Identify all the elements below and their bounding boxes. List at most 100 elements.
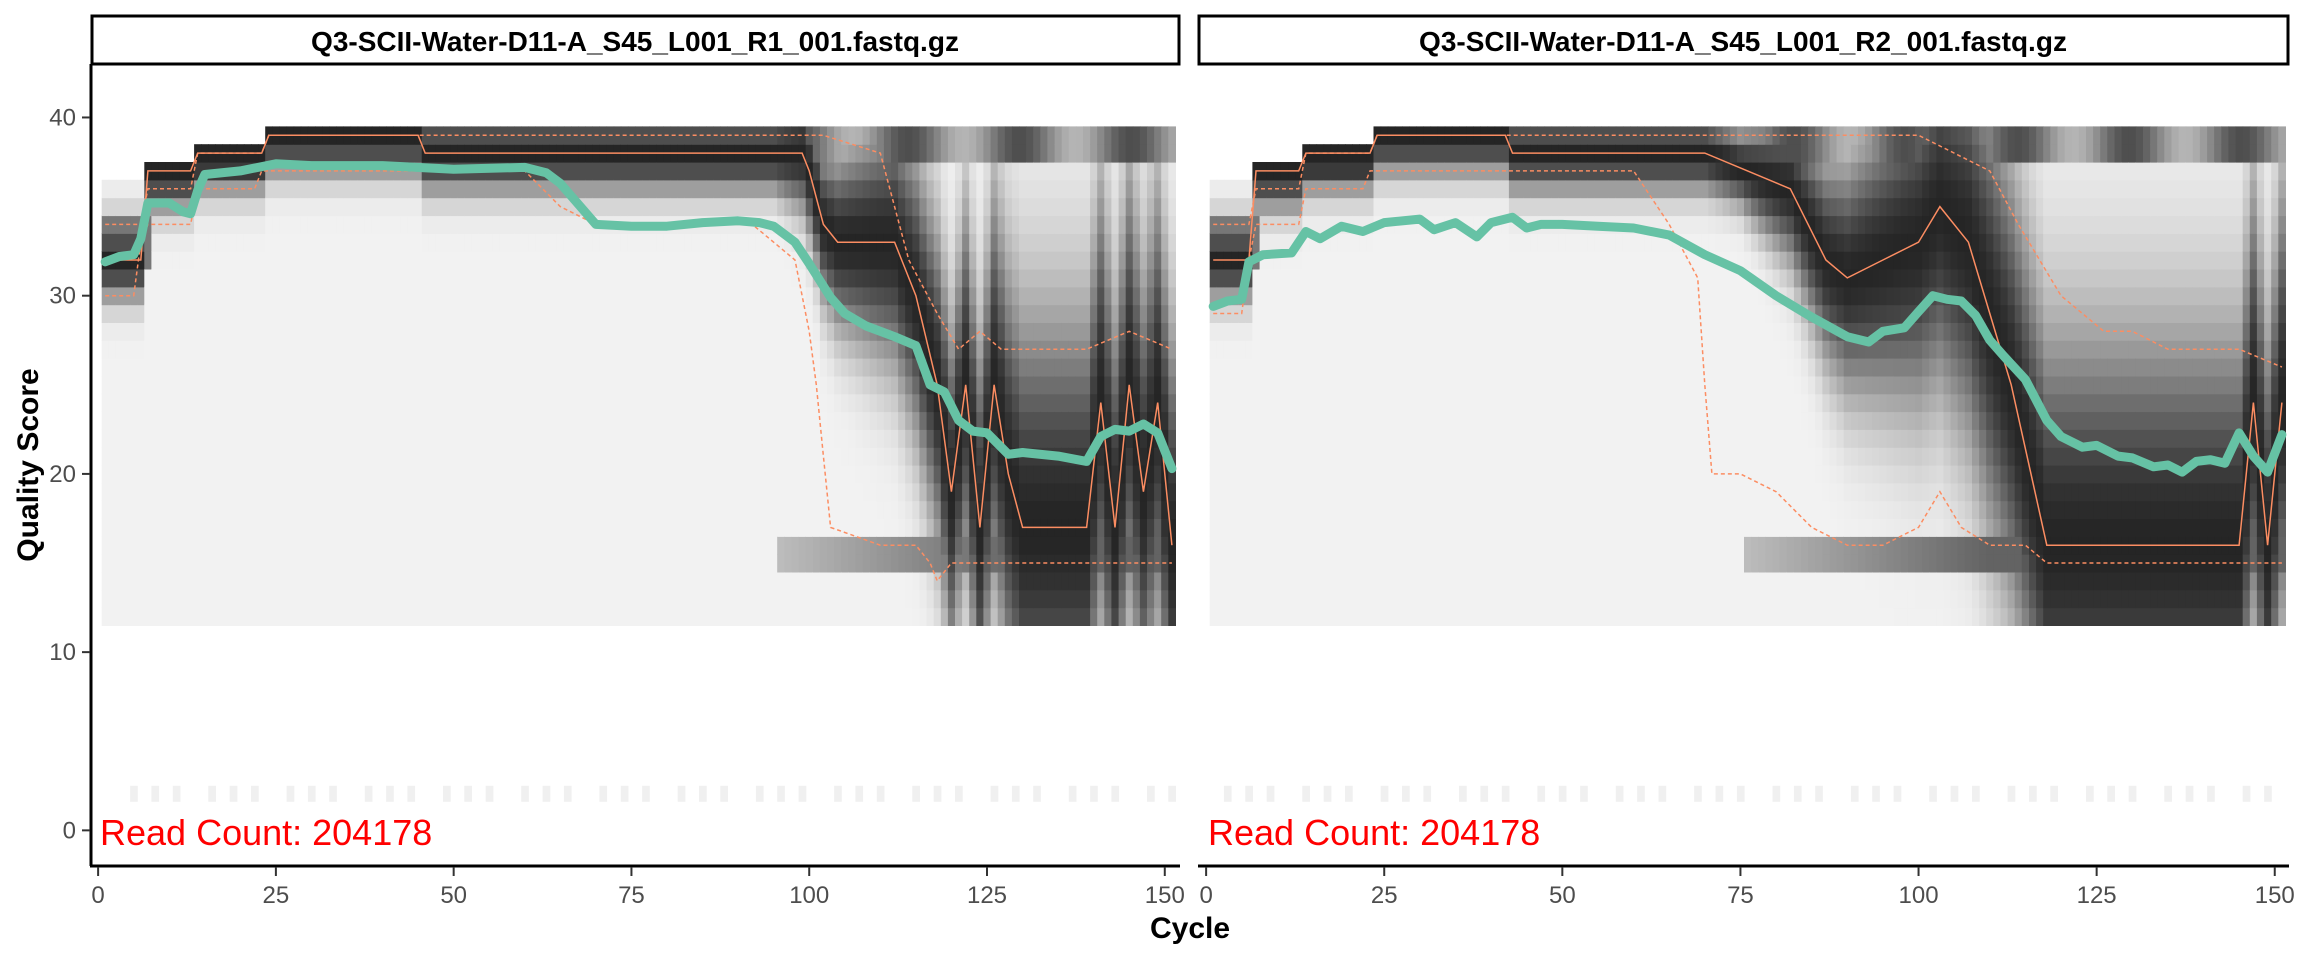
- heatmap-cell: [969, 126, 977, 144]
- heatmap-cell: [592, 340, 600, 358]
- heatmap-cell: [962, 162, 970, 180]
- heatmap-cell: [422, 608, 430, 626]
- heatmap-cell: [592, 465, 600, 483]
- heatmap-cell: [1161, 340, 1169, 358]
- heatmap-cell: [422, 412, 430, 430]
- heatmap-cell: [941, 144, 949, 162]
- heatmap-cell: [102, 305, 110, 323]
- heatmap-cell: [962, 180, 970, 198]
- heatmap-cell: [208, 269, 216, 287]
- heatmap-cell: [1126, 536, 1134, 554]
- heatmap-cell: [386, 358, 394, 376]
- heatmap-cell: [343, 519, 351, 537]
- heatmap-cell: [991, 447, 999, 465]
- heatmap-cell: [351, 376, 359, 394]
- heatmap-cell: [1324, 162, 1332, 180]
- heatmap-cell: [351, 483, 359, 501]
- heatmap-cell: [1168, 376, 1176, 394]
- heatmap-cell: [671, 412, 679, 430]
- heatmap-cell: [912, 501, 920, 519]
- heatmap-cell: [621, 786, 629, 802]
- heatmap-cell: [407, 269, 415, 287]
- heatmap-cell: [692, 536, 700, 554]
- heatmap-cell: [1097, 322, 1105, 340]
- heatmap-cell: [1267, 198, 1275, 216]
- heatmap-cell: [607, 162, 615, 180]
- heatmap-cell: [159, 447, 167, 465]
- heatmap-cell: [742, 358, 750, 376]
- heatmap-cell: [287, 305, 295, 323]
- heatmap-cell: [180, 340, 188, 358]
- y-tick-label: 30: [49, 283, 76, 310]
- heatmap-cell: [429, 376, 437, 394]
- heatmap-cell: [365, 465, 373, 483]
- heatmap-cell: [351, 305, 359, 323]
- heatmap-cell: [386, 590, 394, 608]
- heatmap-cell: [1026, 162, 1034, 180]
- heatmap-cell: [905, 519, 913, 537]
- heatmap-cell: [244, 429, 252, 447]
- heatmap-cell: [898, 394, 906, 412]
- heatmap-cell: [969, 394, 977, 412]
- heatmap-cell: [727, 233, 735, 251]
- heatmap-cell: [471, 216, 479, 234]
- heatmap-cell: [180, 358, 188, 376]
- heatmap-cell: [493, 608, 501, 626]
- heatmap-cell: [464, 554, 472, 572]
- heatmap-cell: [230, 305, 238, 323]
- heatmap-cell: [941, 465, 949, 483]
- heatmap-cell: [1381, 608, 1389, 626]
- heatmap-cell: [201, 501, 209, 519]
- heatmap-cell: [699, 394, 707, 412]
- heatmap-cell: [1381, 572, 1389, 590]
- heatmap-cell: [1140, 572, 1148, 590]
- heatmap-cell: [258, 340, 266, 358]
- heatmap-cell: [287, 554, 295, 572]
- heatmap-cell: [692, 305, 700, 323]
- heatmap-cell: [834, 126, 842, 144]
- heatmap-cell: [443, 216, 451, 234]
- heatmap-cell: [1338, 305, 1346, 323]
- heatmap-cell: [1090, 216, 1098, 234]
- heatmap-cell: [1133, 394, 1141, 412]
- heatmap-cell: [336, 536, 344, 554]
- heatmap-cell: [315, 465, 323, 483]
- heatmap-cell: [706, 233, 714, 251]
- heatmap-cell: [1119, 233, 1127, 251]
- heatmap-cell: [258, 305, 266, 323]
- heatmap-cell: [479, 554, 487, 572]
- heatmap-cell: [1033, 376, 1041, 394]
- heatmap-cell: [962, 322, 970, 340]
- heatmap-cell: [1395, 608, 1403, 626]
- heatmap-cell: [386, 198, 394, 216]
- heatmap-cell: [528, 536, 536, 554]
- heatmap-cell: [1388, 322, 1396, 340]
- heatmap-cell: [1281, 376, 1289, 394]
- heatmap-cell: [813, 305, 821, 323]
- heatmap-cell: [272, 198, 280, 216]
- heatmap-cell: [1090, 322, 1098, 340]
- heatmap-cell: [1090, 233, 1098, 251]
- heatmap-cell: [372, 340, 380, 358]
- heatmap-cell: [955, 572, 963, 590]
- heatmap-cell: [592, 394, 600, 412]
- heatmap-cell: [109, 198, 117, 216]
- heatmap-cell: [848, 394, 856, 412]
- heatmap-cell: [649, 358, 657, 376]
- heatmap-cell: [1140, 590, 1148, 608]
- heatmap-cell: [535, 216, 543, 234]
- heatmap-cell: [1295, 554, 1303, 572]
- heatmap-cell: [365, 394, 373, 412]
- heatmap-cell: [272, 572, 280, 590]
- heatmap-cell: [1104, 340, 1112, 358]
- heatmap-cell: [393, 216, 401, 234]
- heatmap-cell: [877, 269, 885, 287]
- heatmap-cell: [642, 180, 650, 198]
- heatmap-cell: [720, 572, 728, 590]
- heatmap-cell: [628, 180, 636, 198]
- heatmap-cell: [863, 269, 871, 287]
- heatmap-cell: [137, 358, 145, 376]
- heatmap-cell: [464, 536, 472, 554]
- heatmap-cell: [1366, 429, 1374, 447]
- heatmap-cell: [1019, 287, 1027, 305]
